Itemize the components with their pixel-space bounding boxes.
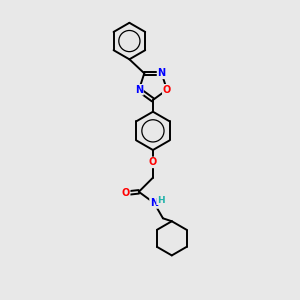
Text: N: N — [150, 198, 158, 208]
Text: O: O — [149, 158, 157, 167]
Text: H: H — [157, 196, 164, 205]
Text: O: O — [122, 188, 130, 198]
Text: O: O — [163, 85, 171, 95]
Text: N: N — [158, 68, 166, 78]
Text: N: N — [135, 85, 143, 95]
